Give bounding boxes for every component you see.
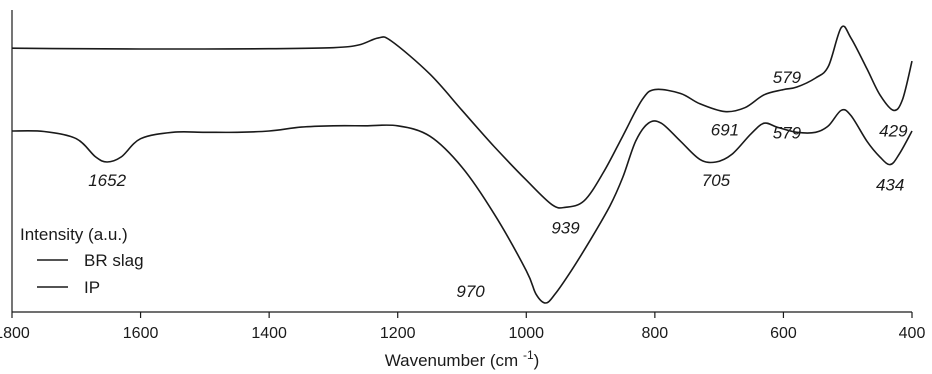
peak-label-705: 705 [702,171,731,190]
x-tick-label-1000: 1000 [508,325,544,342]
legend-label-br-slag: BR slag [84,251,144,270]
peak-label-434: 434 [876,176,904,195]
peak-label-579: 579 [773,68,802,87]
x-tick-label-1800: 1800 [0,325,30,342]
axes [11,10,912,313]
series-line-br-slag [11,25,913,209]
x-tick-label-400: 400 [899,325,926,342]
x-tick-label-800: 800 [642,325,669,342]
legend: BR slag IP [37,251,144,297]
x-axis-title: Wavenumber (cm -1) [385,348,540,370]
peak-labels: 1652 939 691 579 429 970 705 579 434 [88,68,908,301]
x-tick-label-1400: 1400 [251,325,287,342]
peak-label-970: 970 [456,282,485,301]
peak-label-429: 429 [879,121,908,140]
series-line-ip [11,108,913,304]
x-ticks [11,312,913,318]
legend-label-ip: IP [84,278,100,297]
peak-label-939: 939 [551,218,580,237]
peak-label-579: 579 [773,123,802,142]
y-axis-label: Intensity (a.u.) [20,225,128,244]
x-tick-labels: 1800 1600 1400 1200 1000 800 600 400 [0,325,925,342]
x-tick-label-1600: 1600 [123,325,159,342]
x-tick-label-1200: 1200 [380,325,416,342]
peak-label-1652: 1652 [88,171,126,190]
peak-label-691: 691 [711,121,739,140]
series-lines [11,25,913,304]
x-tick-label-600: 600 [770,325,797,342]
